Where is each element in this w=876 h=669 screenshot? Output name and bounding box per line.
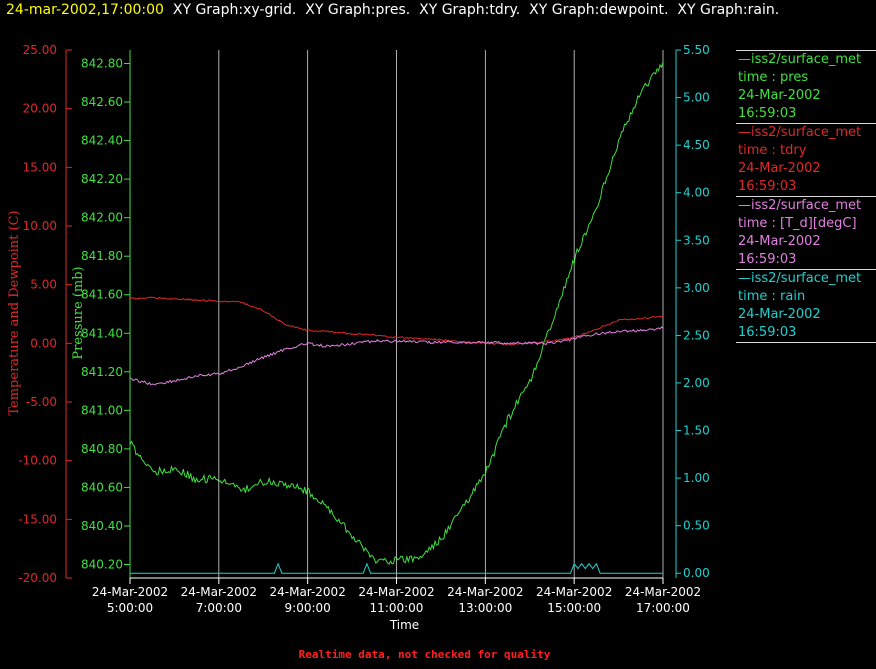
time-tick-time: 7:00:00 (196, 601, 242, 615)
temperature-tick-label: 25.00 (23, 43, 57, 57)
time-tick-date: 24-Mar-2002 (447, 585, 523, 599)
legend-line2: time : [T_d][degC] (738, 216, 857, 231)
time-tick-time: 11:00:00 (370, 601, 424, 615)
rain-tick-label: 0.00 (683, 566, 710, 580)
rain-tick-label: 2.00 (683, 376, 710, 390)
pressure-tick-label: 841.60 (81, 288, 123, 302)
legend-line2: time : pres (738, 70, 809, 85)
time-tick-date: 24-Mar-2002 (625, 585, 701, 599)
temperature-tick-label: 10.00 (23, 219, 57, 233)
legend-line3: 24-Mar-2002 (738, 307, 821, 322)
pressure-tick-label: 842.80 (81, 56, 123, 70)
series-line-rain (130, 562, 663, 574)
pressure-tick-label: 840.80 (81, 442, 123, 456)
rain-tick-label: 2.50 (683, 328, 710, 342)
temperature-tick-label: -10.00 (18, 454, 57, 468)
rain-tick-label: 5.50 (683, 43, 710, 57)
grid-group (218, 50, 664, 578)
legend-line2: time : rain (738, 289, 806, 304)
legend-line2: time : tdry (738, 143, 807, 158)
axes-group (65, 49, 681, 584)
rain-tick-label: 3.50 (683, 233, 710, 247)
rain-tick-label: 5.00 (683, 91, 710, 105)
legend-line3: 24-Mar-2002 (738, 234, 821, 249)
pressure-tick-label: 840.40 (81, 519, 123, 533)
rain-tick-label: 4.50 (683, 138, 710, 152)
temperature-tick-label: 15.00 (23, 160, 57, 174)
time-tick-date: 24-Mar-2002 (269, 585, 345, 599)
labels-group: 25.00 20.00 15.00 10.00 5.00 0.00 -5.00 -10.00 -… (7, 43, 710, 632)
legend-line1: —iss2/surface_met (738, 198, 862, 213)
pressure-tick-label: 841.80 (81, 249, 123, 263)
pressure-axis-title: Pressure (mb) (71, 266, 86, 359)
series-line-pres (129, 61, 664, 565)
time-tick-time: 17:00:00 (636, 601, 690, 615)
temperature-tick-label: -15.00 (18, 512, 57, 526)
time-tick-time: 5:00:00 (107, 601, 153, 615)
pressure-tick-label: 842.00 (81, 211, 123, 225)
rain-tick-label: 4.00 (683, 186, 710, 200)
legend-line1: —iss2/surface_met (738, 52, 862, 67)
pressure-tick-label: 842.40 (81, 134, 123, 148)
time-tick-date: 24-Mar-2002 (181, 585, 257, 599)
legend-line4: 16:59:03 (738, 325, 797, 340)
time-tick-date: 24-Mar-2002 (92, 585, 168, 599)
legend-line4: 16:59:03 (738, 106, 797, 121)
rain-tick-label: 0.50 (683, 519, 710, 533)
graph-title-bar: 24-mar-2002,17:00:00 XY Graph:xy-grid. X… (6, 2, 779, 18)
time-tick-date: 24-Mar-2002 (536, 585, 612, 599)
rain-tick-label: 3.00 (683, 281, 710, 295)
quality-footer: Realtime data, not checked for quality (298, 648, 551, 661)
temperature-tick-label: -20.00 (18, 571, 57, 585)
time-tick-time: 15:00:00 (547, 601, 601, 615)
time-axis-title: Time (389, 618, 419, 632)
pressure-tick-label: 841.20 (81, 365, 123, 379)
graph-list-label: XY Graph:xy-grid. XY Graph:pres. XY Grap… (163, 2, 780, 18)
timestamp-label: 24-mar-2002,17:00:00 (6, 2, 164, 18)
legend: —iss2/surface_met time : pres 24-Mar-2002 1… (736, 50, 876, 343)
temperature-tick-label: 5.00 (30, 278, 57, 292)
temperature-axis-title: Temperature and Dewpoint (C) (7, 210, 22, 415)
legend-line3: 24-Mar-2002 (738, 161, 821, 176)
temperature-tick-label: 0.00 (30, 336, 57, 350)
legend-line4: 16:59:03 (738, 252, 797, 267)
time-tick-time: 9:00:00 (285, 601, 331, 615)
pressure-tick-label: 841.40 (81, 326, 123, 340)
legend-line1: —iss2/surface_met (738, 125, 862, 140)
pressure-tick-label: 842.20 (81, 172, 123, 186)
rain-tick-label: 1.00 (683, 471, 710, 485)
legend-line3: 24-Mar-2002 (738, 88, 821, 103)
pressure-tick-label: 840.60 (81, 480, 123, 494)
legend-end-rule (736, 342, 876, 343)
series-group (129, 61, 664, 574)
pressure-tick-label: 840.20 (81, 558, 123, 572)
time-tick-time: 13:00:00 (458, 601, 512, 615)
rain-tick-label: 1.50 (683, 424, 710, 438)
temperature-tick-label: 20.00 (23, 102, 57, 116)
legend-line1: —iss2/surface_met (738, 271, 862, 286)
pressure-tick-label: 842.60 (81, 95, 123, 109)
pressure-tick-label: 841.00 (81, 403, 123, 417)
time-tick-date: 24-Mar-2002 (358, 585, 434, 599)
legend-line4: 16:59:03 (738, 179, 797, 194)
series-line-dewpoint (129, 326, 664, 386)
temperature-tick-label: -5.00 (26, 395, 57, 409)
